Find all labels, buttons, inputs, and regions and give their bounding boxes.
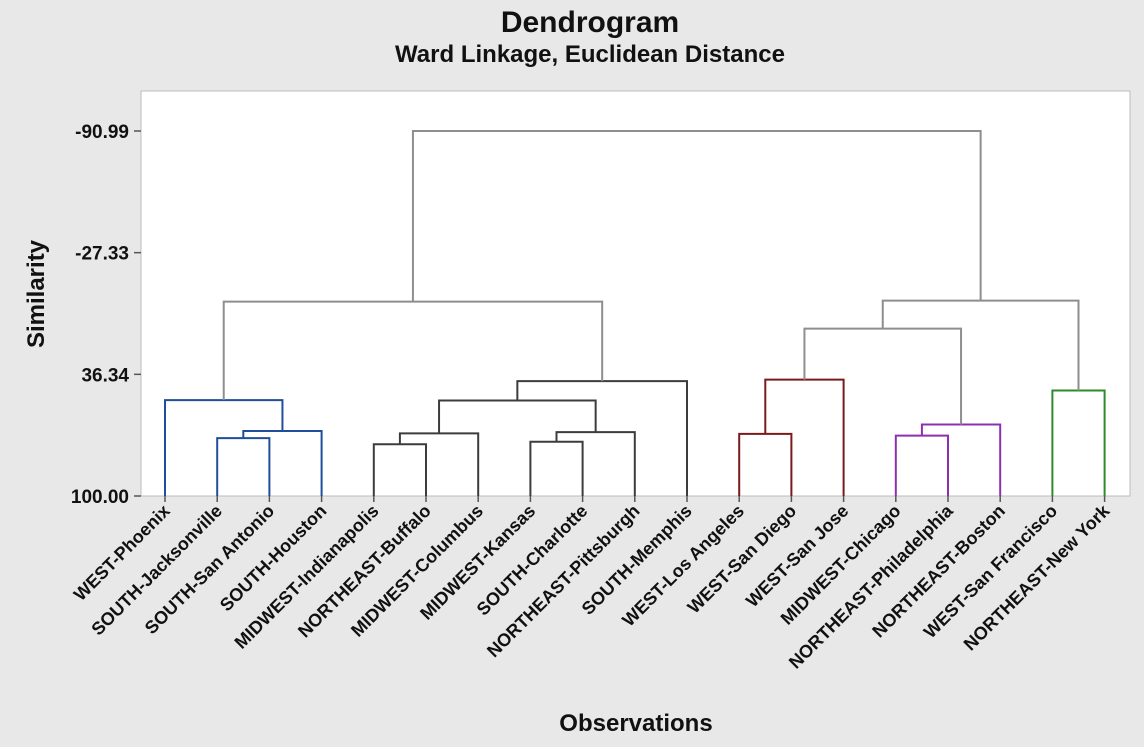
merge-link-m18: [411, 130, 982, 302]
plot-area: [140, 90, 1131, 497]
y-tick-label-1: -27.33: [75, 244, 129, 265]
observation-labels: WEST-PhoenixSOUTH-JacksonvilleSOUTH-San …: [70, 496, 1114, 673]
merge-link-m6: [529, 440, 584, 496]
merge-link-m2: [242, 430, 323, 496]
dendrogram-links: [164, 130, 1106, 496]
merge-link-m1: [216, 437, 271, 496]
merge-link-m16: [1051, 389, 1106, 496]
y-tick-label-3: 100.00: [71, 487, 129, 508]
merge-link-m14: [222, 300, 604, 401]
y-axis-title: Similarity: [23, 239, 50, 348]
y-tick-label-0: -90.99: [75, 122, 129, 143]
chart-subtitle: Ward Linkage, Euclidean Distance: [395, 41, 785, 68]
x-axis-title: Observations: [559, 710, 712, 737]
y-axis-ticks: -90.99 -27.33 36.34 100.00: [71, 122, 141, 508]
chart-title: Dendrogram: [501, 6, 679, 39]
y-tick-label-2: 36.34: [81, 365, 129, 386]
observation-label: WEST-Phoenix: [70, 501, 174, 605]
